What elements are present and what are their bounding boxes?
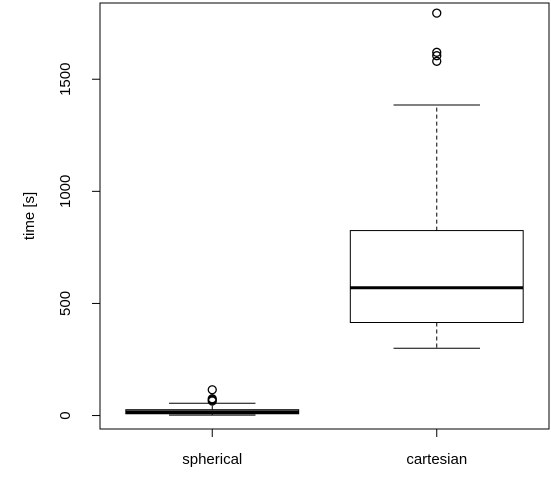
- x-tick-label: cartesian: [406, 451, 467, 468]
- x-tick-label: spherical: [182, 451, 242, 468]
- outlier-point: [207, 394, 217, 404]
- y-tick-label: 1500: [57, 63, 74, 96]
- outlier-point: [432, 56, 442, 66]
- y-axis-label: time [s]: [21, 192, 38, 240]
- y-tick-label: 1000: [57, 175, 74, 208]
- axis-layer: 0 500 1000 1500 spherical cartesian: [57, 2, 550, 468]
- outlier-point: [207, 385, 217, 395]
- y-tick-label: 500: [57, 291, 74, 316]
- outlier-point: [432, 8, 442, 18]
- box-spherical: [125, 385, 300, 416]
- box-cartesian: [349, 8, 524, 349]
- plot-frame: [99, 2, 550, 430]
- box-rect: [349, 230, 524, 323]
- outlier-point: [432, 51, 442, 61]
- plot-layer: [125, 8, 524, 416]
- outlier-point: [432, 47, 442, 57]
- y-tick-label: 0: [57, 411, 74, 419]
